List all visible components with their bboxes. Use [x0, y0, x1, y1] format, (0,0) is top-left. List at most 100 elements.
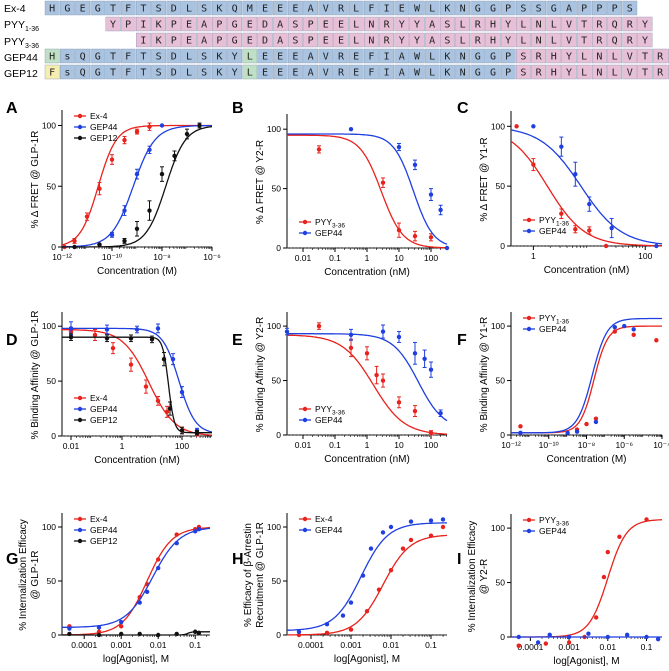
panel-letter: G — [6, 551, 18, 568]
residue-cell — [242, 32, 258, 48]
x-tick-label: 0.0001 — [71, 640, 97, 650]
residue-cell — [105, 48, 121, 64]
residue-cell — [44, 48, 60, 64]
data-point — [122, 137, 127, 143]
residue-cell — [470, 0, 486, 16]
x-axis-label: Concentration (M) — [546, 454, 626, 465]
residue-letter: F — [368, 4, 374, 15]
residue-letter: S — [292, 20, 298, 31]
residue-cell — [546, 64, 562, 80]
residue-cell — [531, 64, 547, 80]
y-tick-label: 0 — [500, 430, 505, 440]
data-point — [119, 631, 124, 637]
data-point — [164, 409, 170, 415]
residue-cell — [318, 48, 334, 64]
residue-letter: R — [627, 36, 634, 47]
data-point — [587, 228, 592, 233]
residue-cell — [75, 0, 91, 16]
residue-letter: V — [627, 52, 633, 63]
data-point — [134, 226, 140, 231]
curve-pyy3-36 — [511, 519, 663, 638]
residue-cell — [440, 32, 455, 48]
residue-letter: W — [414, 52, 421, 63]
residue-letter: G — [64, 4, 70, 15]
residue-letter: R — [475, 20, 482, 31]
x-tick-label: 100 — [638, 251, 652, 261]
residue-cell — [546, 16, 562, 32]
residue-cell — [440, 0, 455, 16]
legend-marker — [77, 135, 83, 141]
data-point — [440, 517, 446, 522]
legend-label: GEP12 — [90, 536, 118, 546]
data-point — [654, 338, 659, 343]
residue-letter: L — [581, 68, 587, 79]
x-tick-label: 10 — [394, 253, 404, 263]
residue-cell — [622, 64, 638, 80]
residue-letter: H — [49, 52, 55, 63]
data-point — [96, 632, 102, 638]
chart-panel-b: B 0 50 100 0.01 0.1 1 10 100 Concentration (nM) % … — [232, 100, 450, 278]
data-point — [388, 568, 394, 573]
legend-label: GEP12 — [90, 133, 118, 143]
x-tick-label: 0.01 — [295, 253, 312, 263]
residue-letter: A — [429, 36, 435, 47]
residue-letter: E — [277, 68, 283, 79]
residue-cell — [166, 64, 182, 80]
x-tick-label: 0.01 — [150, 640, 167, 650]
residue-letter: V — [566, 36, 572, 47]
x-tick-label: 1 — [365, 253, 370, 263]
residue-cell — [288, 64, 303, 80]
data-point — [97, 186, 102, 191]
residue-cell — [531, 48, 547, 64]
residue-letter: Y — [232, 68, 238, 79]
residue-cell — [546, 48, 562, 64]
residue-cell — [348, 16, 364, 32]
legend-label: PYY3-36 — [539, 515, 569, 528]
residue-letter: R — [536, 68, 543, 79]
legend-label: Ex-4 — [315, 514, 333, 524]
data-point — [147, 208, 152, 213]
legend-marker — [526, 326, 532, 332]
y-tick-label: 100 — [42, 522, 56, 532]
data-point — [296, 629, 302, 634]
residue-cell — [637, 48, 653, 64]
residue-letter: Y — [414, 36, 420, 47]
residue-cell — [75, 48, 91, 64]
residue-cell — [652, 48, 668, 64]
residue-cell — [622, 32, 638, 48]
legend-marker — [77, 406, 83, 412]
residue-cell — [364, 0, 379, 16]
data-point — [631, 332, 636, 338]
residue-letter: P — [612, 4, 618, 15]
data-point — [197, 123, 202, 128]
data-point — [134, 171, 140, 177]
residue-letter: M — [247, 4, 253, 15]
y-tick-label: 0 — [51, 431, 56, 441]
residue-letter: V — [323, 68, 329, 79]
y-tick-label: 100 — [267, 321, 281, 331]
residue-cell — [242, 16, 258, 32]
data-point — [155, 326, 161, 331]
residue-cell — [196, 64, 212, 80]
residue-cell — [394, 48, 410, 64]
x-tick-label: 10⁻¹² — [52, 252, 72, 262]
residue-cell — [60, 0, 75, 16]
residue-cell — [333, 48, 349, 64]
residue-cell — [90, 48, 106, 64]
residue-cell — [227, 48, 242, 64]
residue-letter: P — [505, 52, 511, 63]
x-tick-label: 0.01 — [63, 441, 80, 451]
data-point — [193, 529, 198, 534]
residue-cell — [516, 32, 531, 48]
data-point — [438, 411, 443, 416]
residue-letter: A — [429, 20, 435, 31]
residue-letter: S — [201, 4, 207, 15]
residue-cell — [272, 16, 288, 32]
residue-letter: D — [262, 20, 268, 31]
legend-label: GEP44 — [539, 226, 567, 236]
x-axis-label: log[Agonist], M — [553, 656, 619, 667]
legend-marker — [302, 406, 308, 412]
residue-letter: S — [444, 36, 450, 47]
data-point — [559, 144, 564, 149]
curve-gep44 — [510, 129, 663, 245]
